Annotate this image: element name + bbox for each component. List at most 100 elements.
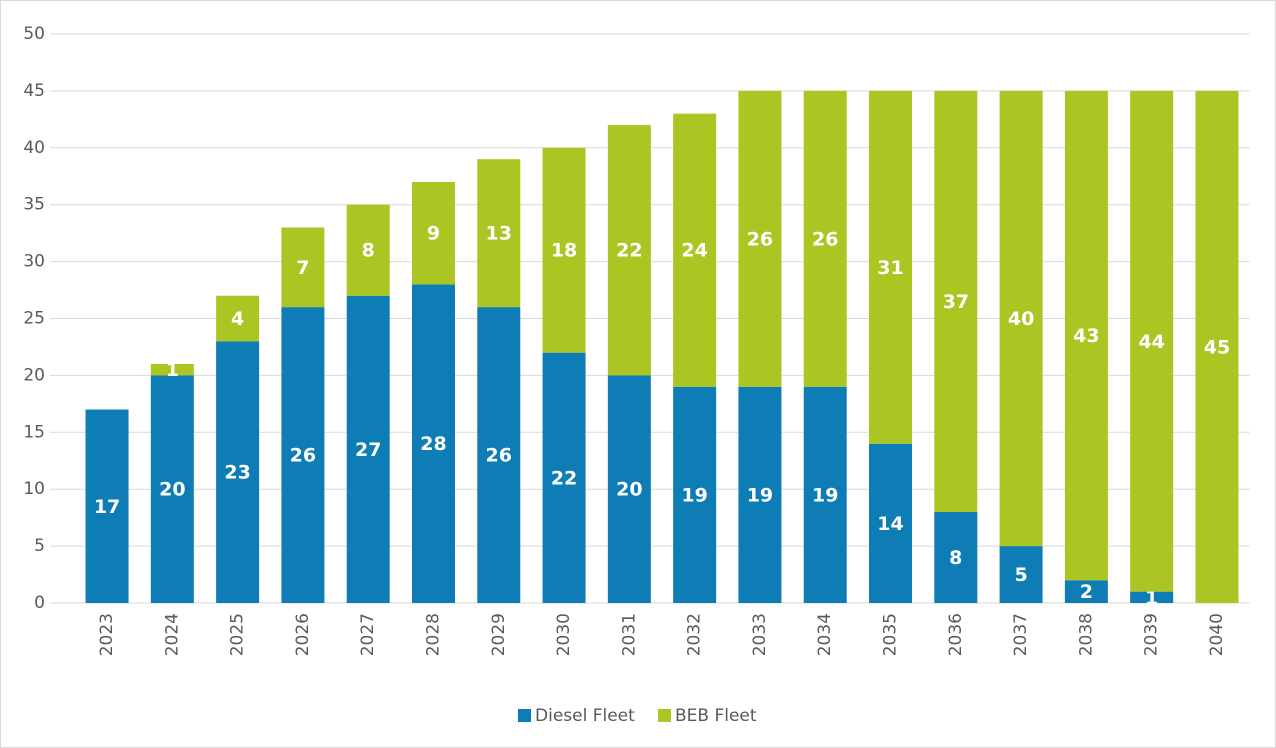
data-label: 26: [290, 445, 316, 467]
x-tick-label: 2040: [1207, 613, 1227, 656]
data-label: 2: [1080, 581, 1093, 603]
x-tick-label: 2034: [815, 613, 835, 656]
bar-segment: [477, 159, 521, 308]
x-tick-label: 2023: [97, 613, 117, 656]
bar-segment: [803, 90, 847, 387]
bar-segment: [477, 307, 521, 603]
bar-segment: [1130, 90, 1174, 592]
y-tick-label: 15: [23, 422, 45, 442]
data-label: 18: [551, 240, 577, 262]
bar-segment: [607, 375, 651, 603]
x-tick-label: 2032: [685, 613, 705, 656]
y-tick-label: 50: [23, 24, 45, 44]
data-label: 14: [877, 513, 903, 535]
y-tick-label: 20: [23, 365, 45, 385]
bar-segment: [1064, 580, 1108, 603]
bar-segment: [542, 147, 586, 353]
data-label: 9: [427, 223, 440, 245]
data-label: 13: [486, 223, 512, 245]
y-tick-label: 35: [23, 195, 45, 215]
data-label: 23: [224, 462, 250, 484]
y-tick-label: 40: [23, 138, 45, 158]
data-label: 43: [1073, 325, 1099, 347]
data-label: 45: [1204, 336, 1230, 358]
bar-segment: [281, 227, 325, 308]
bar-segment: [150, 364, 194, 376]
bar-segment: [85, 409, 129, 603]
data-label: 17: [94, 496, 120, 518]
x-tick-label: 2037: [1011, 613, 1031, 656]
data-label: 40: [1008, 308, 1034, 330]
bar-segment: [673, 386, 717, 603]
bar-segment: [216, 295, 260, 342]
bar-segment: [542, 352, 586, 603]
data-label: 19: [747, 484, 773, 506]
data-label: 26: [486, 445, 512, 467]
data-label: 37: [943, 291, 969, 313]
data-label: 8: [949, 547, 962, 569]
bar-segment: [934, 511, 978, 603]
data-label: 44: [1138, 331, 1164, 353]
data-label: 19: [681, 484, 707, 506]
bar-segment: [607, 125, 651, 376]
data-label: 26: [747, 228, 773, 250]
legend-swatch: [518, 709, 531, 722]
y-tick-label: 10: [23, 479, 45, 499]
data-label: 20: [159, 479, 185, 501]
legend-label: BEB Fleet: [675, 706, 757, 726]
x-tick-label: 2025: [228, 613, 248, 656]
data-label: 24: [681, 240, 707, 262]
x-tick-label: 2026: [293, 613, 313, 656]
legend-swatch: [658, 709, 671, 722]
bar-segment: [216, 341, 260, 603]
bar-segment: [1195, 90, 1239, 603]
x-tick-label: 2024: [162, 613, 182, 656]
x-tick-label: 2028: [423, 613, 443, 656]
bar-segment: [869, 443, 913, 603]
y-tick-label: 5: [34, 536, 45, 556]
bar-segment: [346, 204, 390, 296]
bar-segment: [999, 90, 1043, 547]
x-tick-label: 2027: [358, 613, 378, 656]
bar-segment: [1064, 90, 1108, 581]
x-tick-label: 2033: [750, 613, 770, 656]
data-label: 8: [362, 240, 375, 262]
bar-segment: [346, 295, 390, 603]
data-label: 28: [420, 433, 446, 455]
data-label: 19: [812, 484, 838, 506]
data-label: 7: [296, 257, 309, 279]
data-label: 1: [166, 359, 179, 381]
bar-segment: [673, 113, 717, 387]
x-tick-label: 2031: [619, 613, 639, 656]
y-tick-label: 25: [23, 309, 45, 329]
x-tick-label: 2039: [1142, 613, 1162, 656]
bar-segment: [281, 307, 325, 603]
data-label: 22: [551, 467, 577, 489]
data-label: 1: [1145, 587, 1158, 609]
data-label: 26: [812, 228, 838, 250]
bar-segment: [738, 90, 782, 387]
x-tick-label: 2035: [881, 613, 901, 656]
x-tick-label: 2038: [1076, 613, 1096, 656]
bar-segment: [934, 90, 978, 512]
x-tick-label: 2029: [489, 613, 509, 656]
x-tick-label: 2030: [554, 613, 574, 656]
data-label: 27: [355, 439, 381, 461]
x-tick-label: 2036: [946, 613, 966, 656]
y-tick-label: 30: [23, 252, 45, 272]
bar-segment: [411, 284, 455, 603]
data-label: 4: [231, 308, 244, 330]
data-label: 31: [877, 257, 903, 279]
y-tick-label: 0: [34, 593, 45, 613]
y-tick-label: 45: [23, 81, 45, 101]
bar-segment: [150, 375, 194, 603]
data-label: 22: [616, 240, 642, 262]
bar-segment: [999, 546, 1043, 603]
bar-segment: [738, 386, 782, 603]
bar-segment: [1130, 591, 1174, 603]
bar-segment: [869, 90, 913, 444]
bar-segment: [803, 386, 847, 603]
legend-label: Diesel Fleet: [535, 706, 635, 726]
data-label: 20: [616, 479, 642, 501]
